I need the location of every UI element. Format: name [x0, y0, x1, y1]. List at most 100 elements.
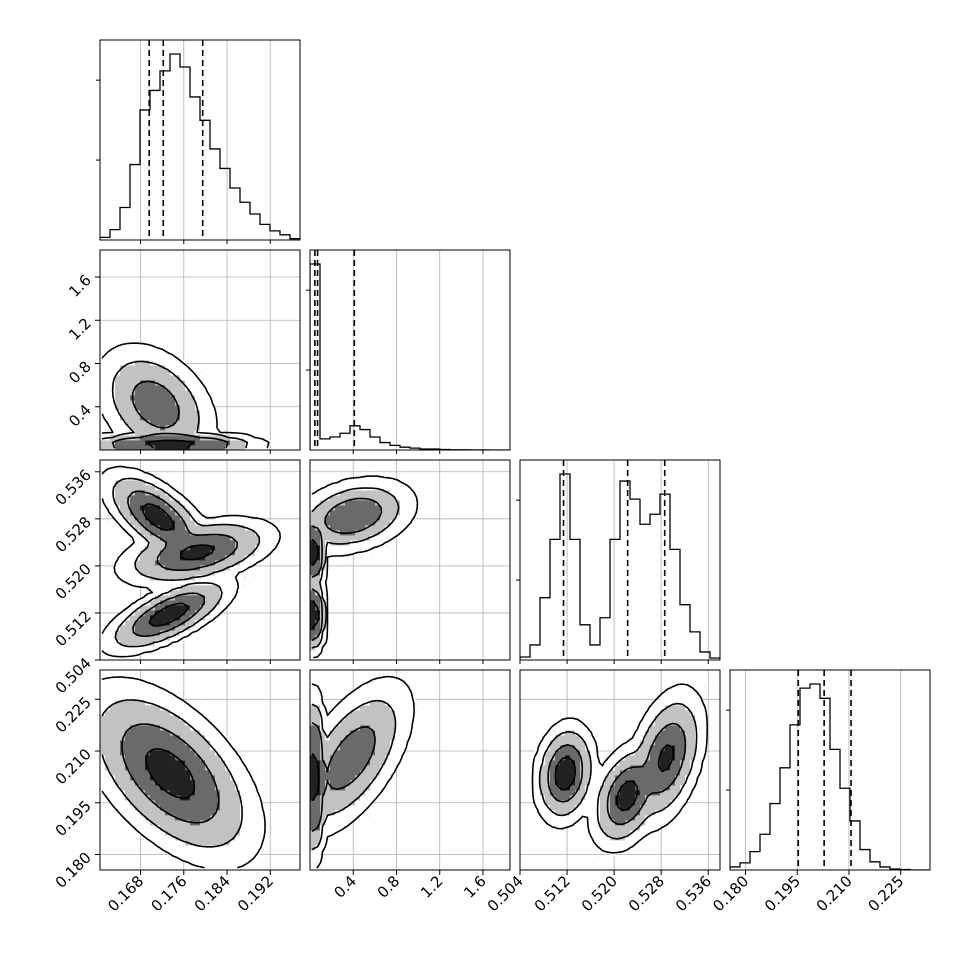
density-cell — [640, 765, 646, 771]
density-cell — [200, 800, 206, 806]
density-cell — [170, 725, 176, 731]
density-cell — [240, 835, 246, 841]
density-cell — [145, 400, 151, 406]
density-cell — [630, 775, 636, 781]
density-cell — [110, 785, 116, 791]
density-cell — [310, 865, 316, 870]
density-cell — [130, 780, 136, 786]
density-cell — [220, 735, 226, 741]
density-cell — [675, 695, 681, 701]
density-cell — [630, 840, 636, 846]
density-cell — [115, 645, 121, 651]
density-cell — [335, 815, 341, 821]
density-cell — [575, 740, 581, 746]
density-cell — [310, 810, 316, 816]
density-cell — [135, 485, 141, 491]
density-cell — [125, 735, 131, 741]
density-cell — [315, 815, 321, 821]
density-cell — [225, 580, 231, 586]
density-cell — [665, 820, 671, 826]
density-cell — [325, 775, 331, 781]
density-cell — [620, 840, 626, 846]
density-cell — [320, 840, 326, 846]
density-cell — [235, 860, 241, 866]
density-cell — [110, 635, 116, 641]
density-cell — [190, 745, 196, 751]
density-cell — [135, 810, 141, 816]
density-cell — [155, 365, 161, 371]
density-cell — [195, 760, 201, 766]
density-cell — [235, 835, 241, 841]
density-cell — [150, 585, 156, 591]
density-cell — [200, 530, 206, 536]
density-cell — [165, 445, 171, 450]
density-cell — [175, 570, 181, 576]
density-cell — [135, 815, 141, 821]
density-cell — [155, 550, 161, 556]
density-cell — [685, 755, 691, 761]
density-cell — [165, 420, 171, 426]
density-cell — [195, 810, 201, 816]
density-cell — [130, 630, 136, 636]
density-cell — [185, 535, 191, 541]
density-cell — [355, 810, 361, 816]
density-cell — [580, 730, 586, 736]
density-cell — [195, 825, 201, 831]
density-cell — [390, 730, 396, 736]
density-cell — [185, 850, 191, 856]
density-cell — [240, 845, 246, 851]
density-cell — [650, 820, 656, 826]
density-cell — [155, 745, 161, 751]
density-cell — [195, 780, 201, 786]
density-cell — [200, 845, 206, 851]
density-cell — [160, 830, 166, 836]
density-cell — [360, 715, 366, 721]
density-cell — [210, 565, 216, 571]
density-cell — [235, 545, 241, 551]
density-cell — [215, 815, 221, 821]
density-cell — [190, 385, 196, 391]
density-cell — [315, 795, 321, 801]
density-cell — [175, 720, 181, 726]
density-cell — [120, 485, 126, 491]
density-cell — [660, 720, 666, 726]
density-cell — [320, 580, 326, 586]
density-cell — [615, 820, 621, 826]
density-cell — [190, 710, 196, 716]
density-cell — [185, 580, 191, 586]
density-cell — [185, 575, 191, 581]
density-cell — [540, 765, 546, 771]
density-cell — [320, 705, 326, 711]
density-cell — [195, 755, 201, 761]
density-cell — [190, 800, 196, 806]
density-cell — [315, 520, 321, 526]
density-cell — [310, 740, 316, 746]
density-cell — [140, 515, 146, 521]
density-cell — [345, 520, 351, 526]
density-cell — [660, 760, 666, 766]
density-cell — [185, 825, 191, 831]
density-cell — [565, 765, 571, 771]
density-cell — [220, 845, 226, 851]
density-cell — [660, 710, 666, 716]
density-cell — [630, 805, 636, 811]
density-cell — [315, 500, 321, 506]
density-cell — [155, 780, 161, 786]
density-cell — [160, 535, 166, 541]
density-cell — [535, 765, 541, 771]
density-cell — [355, 750, 361, 756]
density-cell — [190, 615, 196, 621]
density-cell — [210, 560, 216, 566]
density-cell — [340, 710, 346, 716]
density-cell — [200, 745, 206, 751]
density-cell — [400, 510, 406, 516]
density-cell — [125, 355, 131, 361]
density-cell — [385, 530, 391, 536]
density-cell — [615, 845, 621, 851]
density-cell — [355, 480, 361, 486]
density-cell — [205, 560, 211, 566]
density-cell — [390, 525, 396, 531]
density-cell — [330, 725, 336, 731]
density-cell — [210, 425, 216, 431]
density-cell — [335, 800, 341, 806]
